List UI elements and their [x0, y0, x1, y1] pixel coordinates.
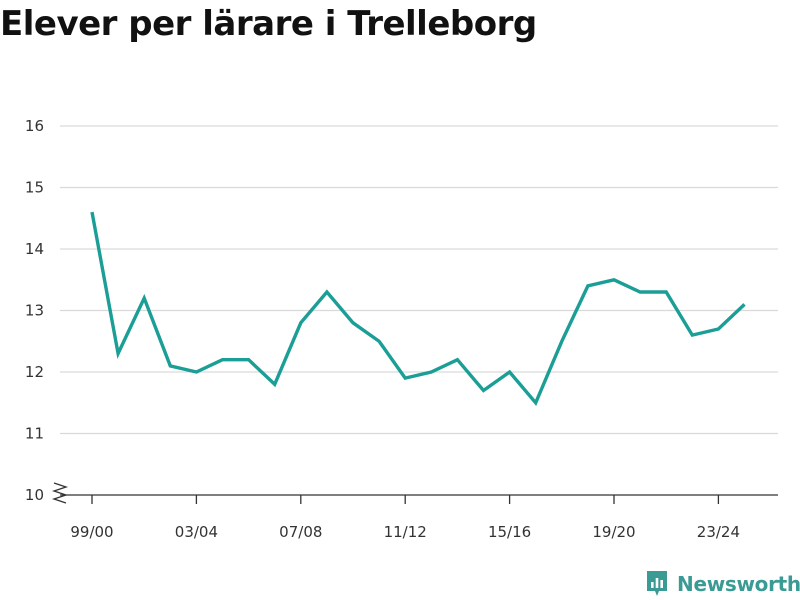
y-tick-label: 13: [25, 302, 44, 320]
y-tick-label: 15: [25, 179, 44, 197]
x-tick-label: 15/16: [488, 523, 531, 541]
x-axis: [60, 494, 778, 504]
x-tick-label: 07/08: [279, 523, 322, 541]
y-tick-label: 14: [25, 240, 44, 258]
x-tick-label: 19/20: [592, 523, 635, 541]
data-series: [90, 211, 746, 407]
chart-title: Elever per lärare i Trelleborg: [0, 4, 537, 44]
grid-lines: [60, 125, 778, 435]
y-tick-label: 16: [25, 117, 44, 135]
x-tick-label: 23/24: [697, 523, 740, 541]
y-tick-label: 12: [25, 363, 44, 381]
y-axis-tick-labels: 10 11 12 13 14 15 16: [25, 117, 44, 504]
axis-break-mark: [51, 482, 69, 504]
x-axis-tick-labels: 99/00 03/04 07/08 11/12 15/16 19/20 23/24: [70, 523, 740, 541]
x-tick-label: 03/04: [175, 523, 218, 541]
y-tick-label: 11: [25, 425, 44, 443]
x-tick-label: 11/12: [384, 523, 427, 541]
y-tick-label: 10: [25, 486, 44, 504]
x-tick-label: 99/00: [70, 523, 113, 541]
series-line: [90, 211, 746, 407]
brand: Newsworthy: [645, 568, 800, 600]
newsworthy-logo-icon: [647, 571, 667, 596]
brand-name: Newsworthy: [677, 572, 800, 596]
